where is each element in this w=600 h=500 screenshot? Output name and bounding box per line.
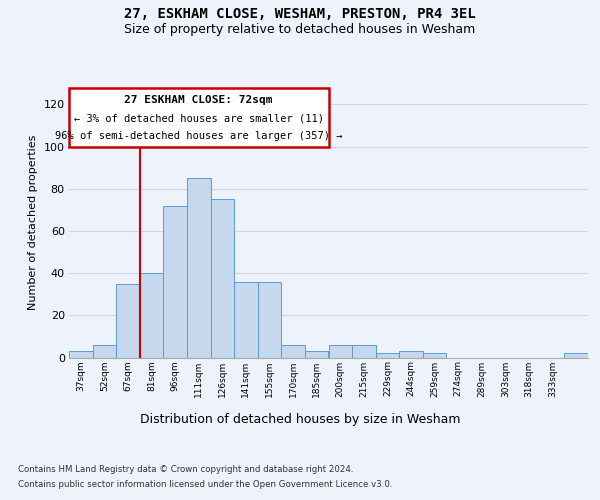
Bar (211, 200, 234, 358)
Bar (305, 351, 329, 358)
Text: Contains public sector information licensed under the Open Government Licence v3: Contains public sector information licen… (18, 480, 392, 489)
Bar (352, 345, 376, 358)
Bar (234, 282, 258, 358)
Bar (187, 178, 211, 358)
Bar (92, 345, 116, 358)
Bar (69, 351, 92, 358)
Bar (565, 354, 588, 358)
Bar (258, 282, 281, 358)
Bar (163, 206, 187, 358)
Text: 96% of semi-detached houses are larger (357) →: 96% of semi-detached houses are larger (… (55, 131, 343, 141)
Bar (281, 345, 305, 358)
Bar (116, 284, 140, 358)
Bar (329, 345, 352, 358)
Text: Contains HM Land Registry data © Crown copyright and database right 2024.: Contains HM Land Registry data © Crown c… (18, 465, 353, 474)
Bar (399, 351, 423, 358)
Text: Size of property relative to detached houses in Wesham: Size of property relative to detached ho… (124, 22, 476, 36)
Text: ← 3% of detached houses are smaller (11): ← 3% of detached houses are smaller (11) (74, 113, 324, 123)
Y-axis label: Number of detached properties: Number of detached properties (28, 135, 38, 310)
Bar (376, 354, 399, 358)
Text: 27, ESKHAM CLOSE, WESHAM, PRESTON, PR4 3EL: 27, ESKHAM CLOSE, WESHAM, PRESTON, PR4 3… (124, 8, 476, 22)
Bar (140, 273, 163, 357)
FancyBboxPatch shape (69, 88, 329, 146)
Bar (423, 354, 446, 358)
Text: 27 ESKHAM CLOSE: 72sqm: 27 ESKHAM CLOSE: 72sqm (125, 96, 273, 106)
Text: Distribution of detached houses by size in Wesham: Distribution of detached houses by size … (140, 412, 460, 426)
